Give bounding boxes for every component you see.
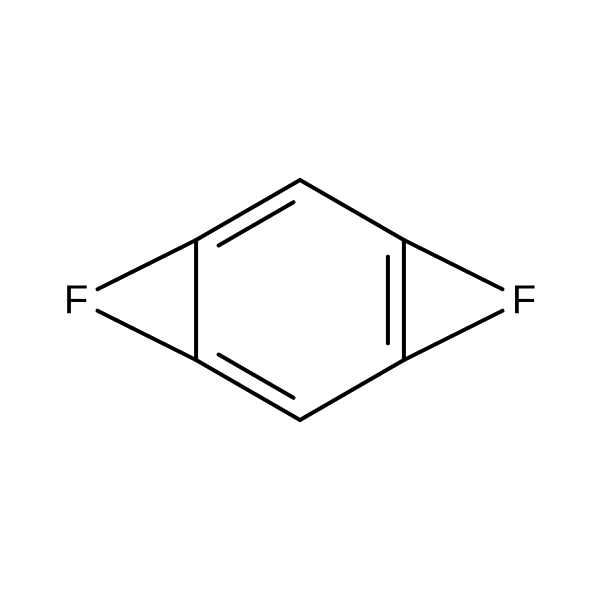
bond-C4-C5-outer [196, 360, 300, 420]
bond-C3-C4 [300, 360, 404, 420]
bond-C1-C2 [300, 180, 404, 240]
atom-label-F2: F [64, 278, 88, 322]
atom-label-F1: F [512, 278, 536, 322]
bond-C2-F1 [404, 240, 503, 289]
chemical-structure-svg: FF [0, 0, 600, 600]
bond-C6-C1-inner [219, 202, 294, 245]
bond-C4-C5-inner [219, 355, 294, 398]
bond-C5-F2 [98, 311, 197, 360]
bond-C6-C1-outer [196, 180, 300, 240]
bond-C6-F2 [98, 240, 197, 289]
bond-C3-F1 [404, 311, 503, 360]
